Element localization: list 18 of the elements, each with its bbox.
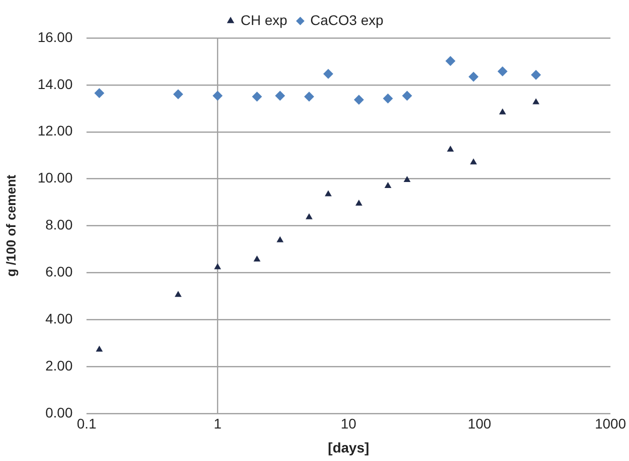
x-tick-label: 1 (214, 416, 222, 432)
y-tick-label: 4.00 (45, 310, 73, 326)
x-tick-label: 10 (340, 416, 357, 432)
x-tick-label: 100 (468, 416, 492, 432)
y-axis-title: g /100 of cement (3, 174, 18, 277)
y-tick-label: 8.00 (45, 216, 73, 233)
x-tick-label: 1000 (594, 416, 626, 432)
legend-label: CaCO3 exp (310, 12, 384, 28)
y-tick-label: 2.00 (45, 357, 73, 374)
y-tick-label: 0.00 (45, 404, 73, 420)
y-tick-label: 14.00 (38, 76, 73, 92)
y-tick-label: 10.00 (38, 170, 73, 186)
y-tick-label: 6.00 (45, 263, 73, 280)
y-tick-label: 16.00 (38, 28, 73, 45)
legend-label: CH exp (240, 12, 288, 28)
x-axis-title: [days] (328, 439, 370, 456)
x-tick-label: 0.1 (76, 416, 97, 432)
y-tick-label: 12.00 (38, 122, 73, 139)
